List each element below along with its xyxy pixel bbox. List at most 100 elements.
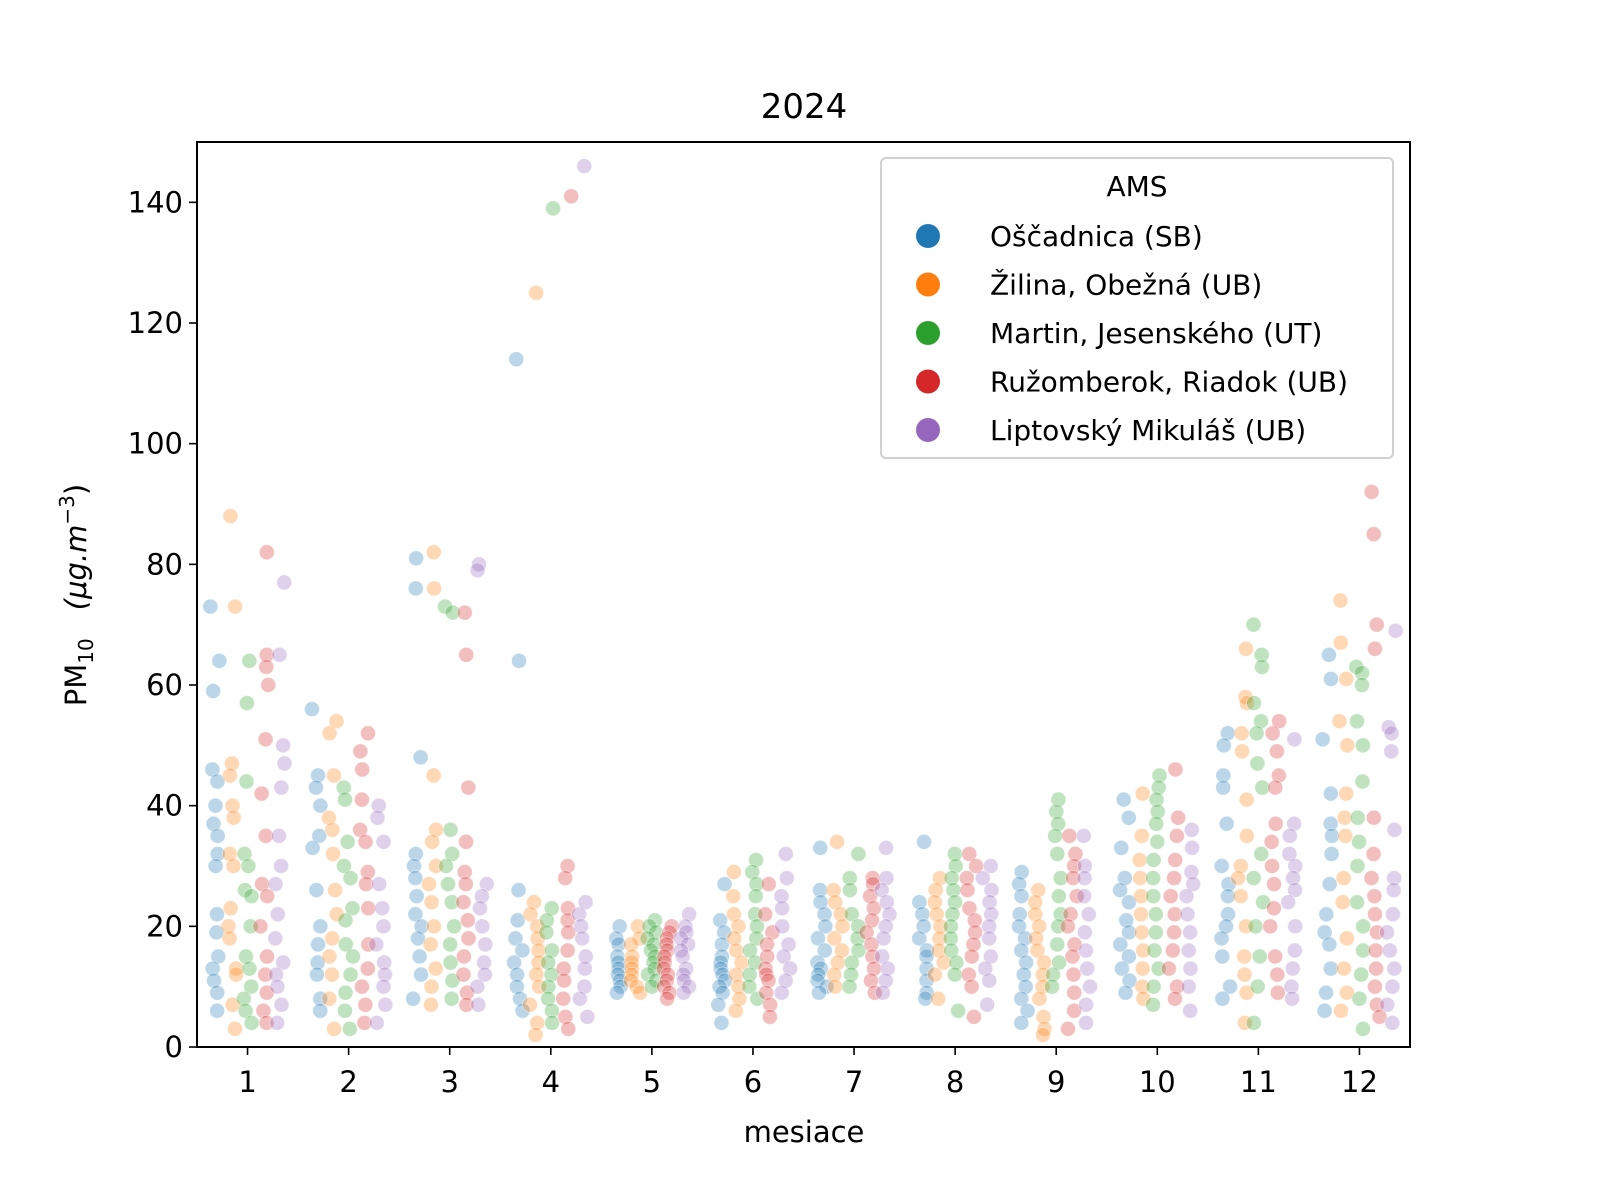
data-point bbox=[325, 767, 342, 784]
data-point bbox=[716, 876, 733, 892]
data-point bbox=[730, 978, 747, 995]
data-point bbox=[220, 918, 237, 935]
data-point bbox=[209, 846, 226, 862]
data-point bbox=[459, 912, 476, 929]
data-point bbox=[1078, 996, 1094, 1013]
data-point bbox=[947, 858, 964, 874]
data-point bbox=[926, 966, 943, 983]
data-point bbox=[1383, 743, 1400, 760]
data-point bbox=[713, 1014, 730, 1031]
data-point bbox=[961, 846, 978, 862]
data-point bbox=[1365, 846, 1382, 862]
data-point bbox=[1338, 930, 1355, 947]
data-point bbox=[1120, 809, 1137, 826]
data-point bbox=[741, 978, 758, 995]
data-point bbox=[1167, 990, 1183, 1007]
data-point bbox=[1332, 634, 1349, 651]
data-point bbox=[243, 888, 260, 905]
data-point bbox=[1353, 966, 1370, 983]
data-point bbox=[812, 882, 828, 899]
data-point bbox=[1236, 948, 1253, 965]
data-point bbox=[1121, 924, 1137, 941]
data-point bbox=[507, 930, 524, 947]
data-point bbox=[1114, 960, 1130, 977]
data-point bbox=[659, 930, 675, 947]
data-point bbox=[1030, 882, 1047, 899]
data-point bbox=[780, 936, 797, 953]
data-point bbox=[610, 960, 627, 977]
data-point bbox=[275, 737, 292, 754]
data-point bbox=[762, 996, 779, 1013]
data-point bbox=[610, 936, 627, 953]
data-point bbox=[269, 906, 286, 923]
data-point bbox=[1384, 906, 1401, 923]
data-point bbox=[926, 894, 943, 911]
data-point bbox=[761, 1008, 778, 1025]
x-tick-label: 9 bbox=[1047, 1065, 1065, 1099]
x-tick-label: 8 bbox=[946, 1065, 964, 1099]
data-point bbox=[774, 918, 791, 935]
y-axis: 0 20 40 60 80 100 120 140 bbox=[128, 185, 197, 1064]
data-point bbox=[571, 990, 588, 1007]
data-point bbox=[1264, 858, 1280, 874]
data-point bbox=[1218, 815, 1235, 832]
data-point bbox=[408, 550, 425, 567]
legend: AMS Oščadnica (SB) Žilina, Obežná (UB) Mar… bbox=[880, 157, 1394, 459]
data-point bbox=[961, 900, 978, 917]
data-point bbox=[225, 858, 242, 874]
data-point bbox=[1219, 725, 1236, 742]
data-point bbox=[377, 966, 393, 983]
data-point bbox=[1076, 888, 1093, 905]
data-point bbox=[1355, 942, 1371, 959]
data-point bbox=[377, 996, 394, 1013]
data-point bbox=[1363, 870, 1380, 886]
y-tick-label: 40 bbox=[146, 789, 183, 823]
data-point bbox=[1220, 906, 1237, 923]
data-point bbox=[826, 930, 843, 947]
data-point bbox=[979, 996, 996, 1013]
data-point bbox=[1133, 888, 1149, 905]
data-point bbox=[239, 695, 255, 711]
data-point bbox=[1182, 960, 1199, 977]
data-point bbox=[609, 984, 625, 1001]
data-point bbox=[358, 876, 374, 892]
data-point bbox=[574, 930, 591, 947]
data-point bbox=[422, 936, 439, 953]
data-point bbox=[1334, 894, 1351, 911]
data-point bbox=[473, 888, 490, 905]
data-point bbox=[1246, 695, 1262, 711]
data-point bbox=[257, 966, 274, 983]
data-point bbox=[1365, 809, 1382, 826]
data-point bbox=[1076, 924, 1093, 941]
data-point bbox=[948, 954, 965, 971]
data-point bbox=[881, 906, 898, 923]
data-point bbox=[878, 870, 895, 886]
x-tick-label: 11 bbox=[1240, 1065, 1277, 1099]
data-point bbox=[681, 906, 697, 923]
data-point bbox=[1351, 990, 1368, 1007]
data-point bbox=[336, 858, 352, 874]
data-point bbox=[412, 749, 429, 766]
data-point bbox=[526, 894, 542, 911]
data-point bbox=[1167, 852, 1184, 868]
data-point bbox=[911, 930, 928, 947]
data-point bbox=[1049, 846, 1066, 862]
data-point bbox=[506, 954, 523, 971]
data-point bbox=[335, 779, 352, 796]
data-point bbox=[455, 894, 472, 911]
data-point bbox=[337, 984, 354, 1001]
data-point bbox=[357, 833, 374, 850]
data-point bbox=[748, 876, 765, 892]
data-point bbox=[458, 646, 475, 663]
data-point bbox=[1164, 942, 1181, 959]
data-point bbox=[809, 972, 826, 989]
data-point bbox=[522, 906, 539, 923]
data-point bbox=[927, 882, 944, 899]
data-point bbox=[1035, 1008, 1052, 1025]
data-point bbox=[267, 876, 284, 892]
data-point bbox=[1160, 960, 1177, 977]
data-point bbox=[1150, 779, 1167, 796]
data-point bbox=[259, 888, 276, 905]
data-point bbox=[1048, 803, 1065, 820]
data-point bbox=[946, 966, 963, 983]
